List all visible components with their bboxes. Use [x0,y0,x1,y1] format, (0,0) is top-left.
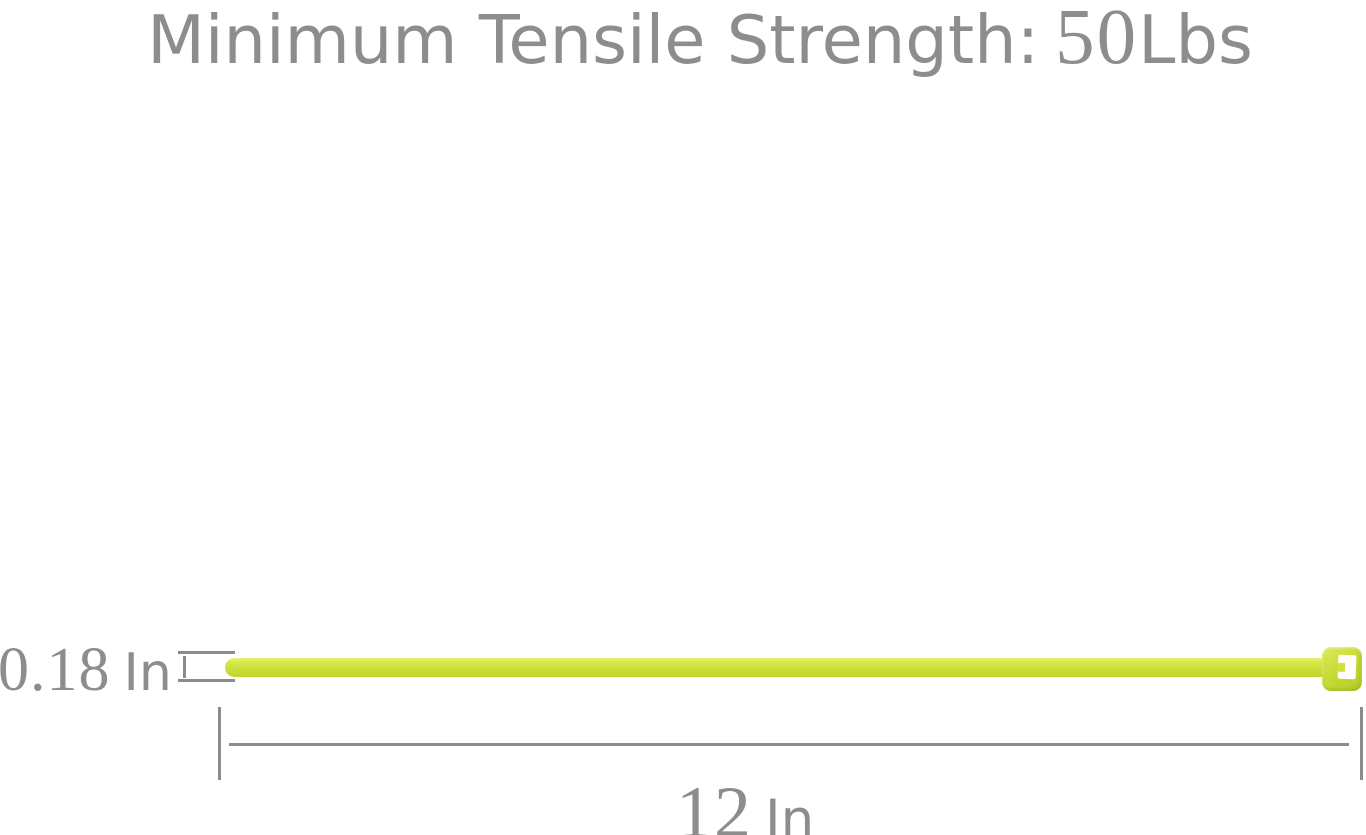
width-bracket-tick [183,656,186,678]
cable-tie-head [1322,647,1362,691]
length-dimension-tick-right [1360,707,1363,780]
title: Minimum Tensile Strength: 50Lbs [0,0,1366,82]
length-unit: In [765,789,815,835]
length-dimension-tick-left [218,707,221,780]
width-bracket-bottom-line [178,679,235,682]
cable-tie-head-pawl [1337,662,1346,672]
cable-tie-head-slot [1337,654,1357,680]
width-bracket-top-line [178,651,235,654]
length-value: 12 [676,772,752,835]
width-value: 0.18 [0,636,111,704]
length-label: 12 In [676,776,814,835]
title-value: 50 [1055,0,1139,81]
title-label: Minimum Tensile Strength: [147,1,1040,79]
width-unit: In [123,643,172,703]
length-dimension-line [229,743,1349,746]
width-label: 0.18 In [0,639,172,701]
cable-tie-strap [225,658,1328,677]
title-unit: Lbs [1138,1,1253,79]
